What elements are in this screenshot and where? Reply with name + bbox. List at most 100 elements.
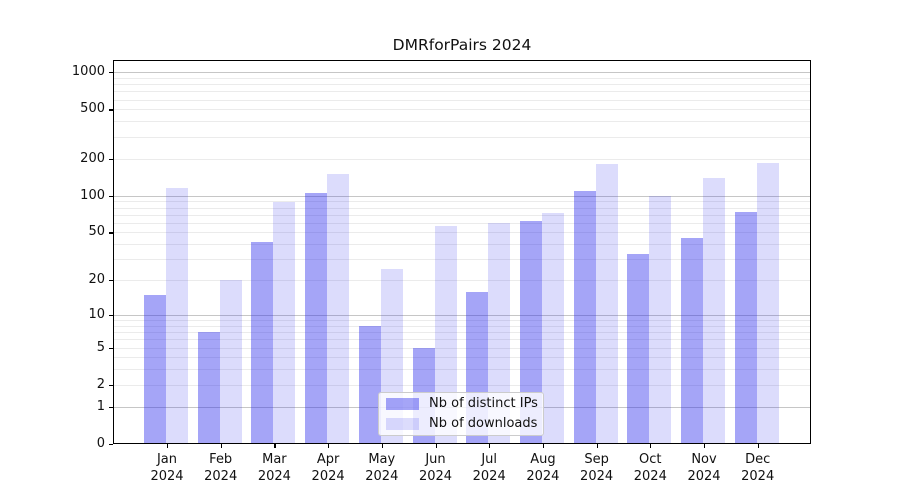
y-axis-tick-label: 2 <box>96 376 105 392</box>
legend-item-downloads: Nb of downloads <box>386 415 538 433</box>
bar-distinct-ips-nov <box>681 237 703 444</box>
y-axis-tick <box>109 384 113 387</box>
gridline-minor <box>113 99 811 101</box>
x-axis-tick <box>650 444 652 448</box>
gridline-minor <box>113 158 811 160</box>
x-axis-tick <box>489 444 491 448</box>
chart-title: DMRforPairs 2024 <box>392 36 532 54</box>
x-axis-tick <box>704 444 706 448</box>
x-axis-tick <box>220 444 222 448</box>
y-axis-tick <box>109 314 113 317</box>
y-axis-tick <box>109 232 113 234</box>
x-axis-tick-label: May 2024 <box>365 452 399 484</box>
y-axis-tick-label: 200 <box>80 150 105 166</box>
gridline-minor <box>113 244 811 246</box>
x-axis-tick <box>596 444 598 448</box>
bar-downloads-feb <box>219 280 242 444</box>
y-axis-tick <box>109 406 113 408</box>
y-axis-tick <box>109 444 113 446</box>
x-axis-tick-label: Jan 2024 <box>150 452 184 484</box>
y-axis-tick <box>109 280 113 282</box>
gridline-major <box>113 314 811 316</box>
x-axis-tick-label: Apr 2024 <box>311 452 345 484</box>
gridline-minor <box>113 136 811 138</box>
y-axis-tick-label: 20 <box>88 272 105 288</box>
x-axis-tick-label: Mar 2024 <box>257 452 291 484</box>
gridline-minor <box>113 84 811 86</box>
x-axis-tick-label: Aug 2024 <box>526 452 560 484</box>
gridline-minor <box>113 369 811 371</box>
x-axis-tick-label: Jun 2024 <box>418 452 453 484</box>
x-axis-tick <box>381 444 383 448</box>
y-axis-tick-label: 10 <box>88 306 105 322</box>
x-axis-tick-label: Jul 2024 <box>472 452 506 484</box>
gridline-minor <box>113 332 811 334</box>
bar-distinct-ips-dec <box>734 212 757 444</box>
x-axis-tick <box>274 444 276 448</box>
y-axis-tick <box>109 158 113 160</box>
y-axis-tick-label: 1 <box>96 398 105 414</box>
gridline-minor <box>113 91 811 93</box>
x-axis-tick-label: Nov 2024 <box>687 452 721 484</box>
gridline-major <box>113 72 811 74</box>
bar-distinct-ips-apr <box>305 193 328 444</box>
bar-downloads-sep <box>595 164 618 444</box>
y-axis-tick-label: 50 <box>88 224 105 240</box>
bar-distinct-ips-jan <box>144 294 166 444</box>
bar-distinct-ips-feb <box>197 332 220 444</box>
bar-downloads-apr <box>327 174 350 444</box>
gridline-minor <box>113 357 811 359</box>
gridline-minor <box>113 347 811 349</box>
gridline-minor <box>113 77 811 79</box>
x-axis-tick-label: Sep 2024 <box>580 452 614 484</box>
plot-area <box>113 60 811 444</box>
x-axis-tick-label: Dec 2024 <box>741 452 775 484</box>
y-axis-tick <box>109 195 113 197</box>
x-axis-tick <box>757 444 759 448</box>
y-axis-tick <box>109 109 113 111</box>
gridline-major <box>113 195 811 197</box>
bar-downloads-aug <box>541 213 564 444</box>
bar-distinct-ips-oct <box>627 254 650 444</box>
legend-label-distinct-ips: Nb of distinct IPs <box>429 396 538 411</box>
bar-distinct-ips-mar <box>251 241 274 444</box>
gridline-minor <box>113 121 811 123</box>
legend-label-downloads: Nb of downloads <box>429 416 538 431</box>
gridline-minor <box>113 339 811 341</box>
bar-downloads-jan <box>166 188 188 444</box>
legend-item-distinct-ips: Nb of distinct IPs <box>386 395 538 413</box>
bar-downloads-jul <box>488 222 511 444</box>
gridline-minor <box>113 384 811 386</box>
y-axis-tick-label: 0 <box>96 436 105 451</box>
gridline-minor <box>113 259 811 261</box>
x-axis-tick-label: Feb 2024 <box>204 452 238 484</box>
bar-distinct-ips-sep <box>573 190 596 444</box>
y-axis-tick <box>109 347 113 349</box>
legend-swatch-downloads <box>386 418 419 430</box>
x-axis-tick <box>542 444 545 448</box>
bar-downloads-oct <box>649 195 672 444</box>
legend: Nb of distinct IPs Nb of downloads <box>378 392 544 436</box>
bar-downloads-nov <box>703 177 725 444</box>
bar-distinct-ips-aug <box>519 221 542 444</box>
gridline-minor <box>113 201 811 203</box>
x-axis-tick <box>167 444 169 448</box>
y-axis-tick <box>109 72 113 74</box>
y-axis-tick-label: 5 <box>96 339 105 355</box>
gridline-minor <box>113 280 811 282</box>
y-axis-tick-label: 1000 <box>71 64 105 80</box>
gridline-minor <box>113 222 811 224</box>
bar-distinct-ips-may <box>358 325 381 444</box>
bar-downloads-jun <box>434 225 457 444</box>
gridline-minor <box>113 232 811 234</box>
gridline-minor <box>113 325 811 327</box>
legend-swatch-distinct-ips <box>386 398 419 410</box>
x-axis-tick <box>435 444 437 448</box>
gridline-minor <box>113 320 811 322</box>
bar-downloads-dec <box>756 162 779 444</box>
y-axis-tick-label: 500 <box>80 101 105 117</box>
gridline-minor <box>113 207 811 209</box>
gridline-minor <box>113 214 811 216</box>
y-axis-tick-label: 100 <box>80 187 105 203</box>
